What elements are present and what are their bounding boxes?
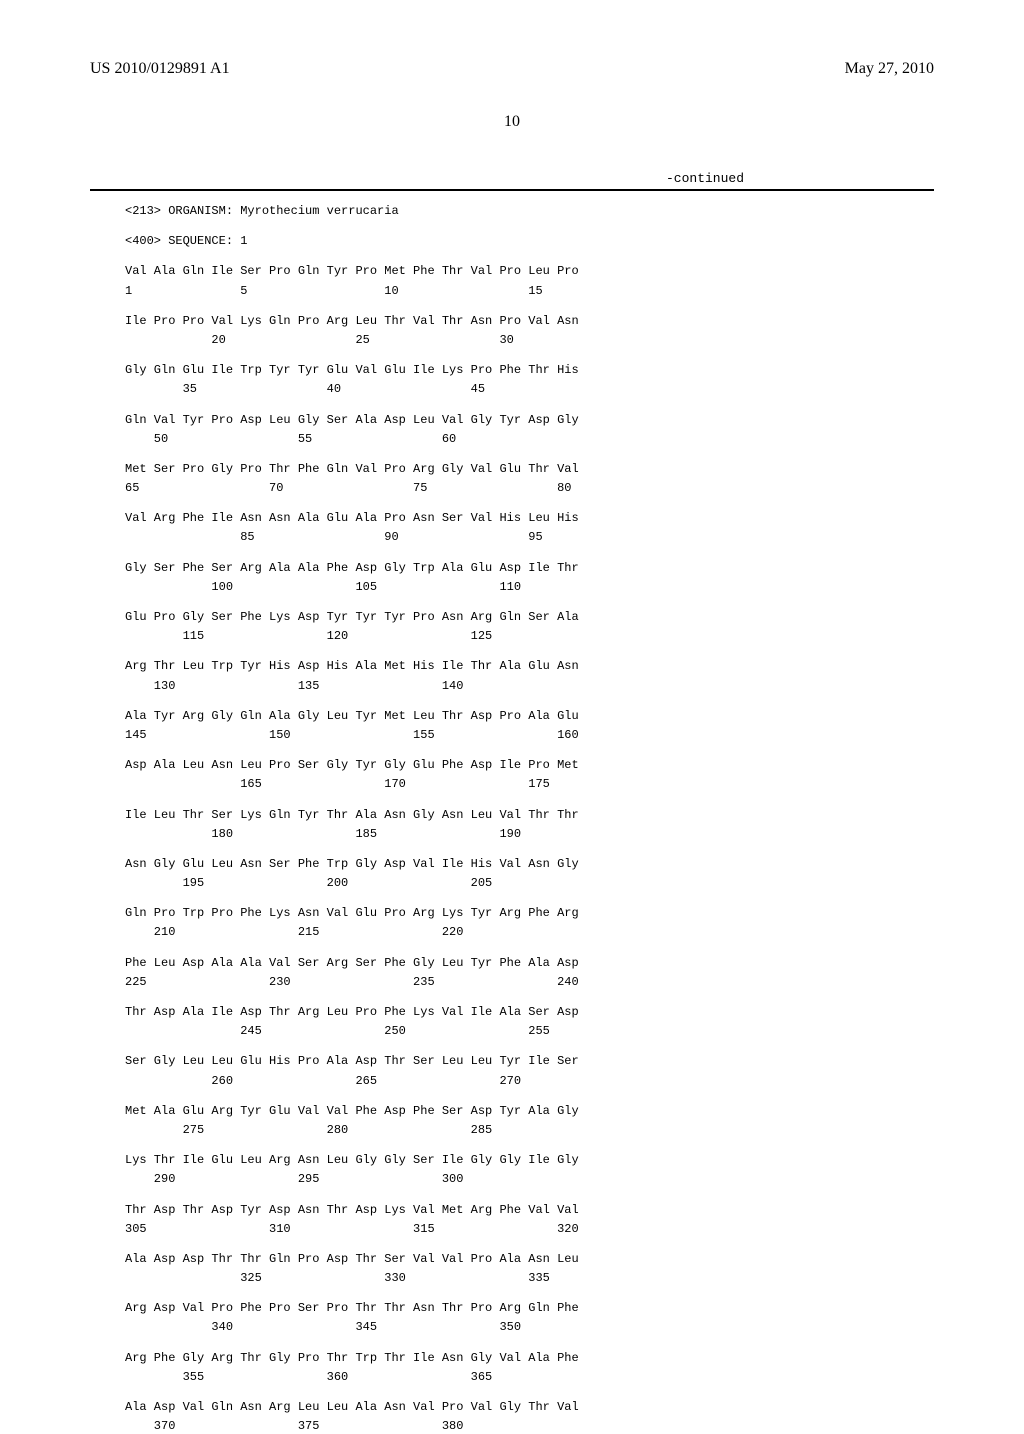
position-number-row: 340 345 350	[125, 1319, 1024, 1335]
amino-acid-row: Gly Gln Glu Ile Trp Tyr Tyr Glu Val Glu …	[125, 362, 1024, 378]
amino-acid-row: Ser Gly Leu Leu Glu His Pro Ala Asp Thr …	[125, 1053, 1024, 1069]
amino-acid-row: Ala Asp Asp Thr Thr Gln Pro Asp Thr Ser …	[125, 1251, 1024, 1267]
amino-acid-row: Val Ala Gln Ile Ser Pro Gln Tyr Pro Met …	[125, 263, 1024, 279]
publication-number: US 2010/0129891 A1	[90, 60, 230, 78]
amino-acid-row: Arg Thr Leu Trp Tyr His Asp His Ala Met …	[125, 658, 1024, 674]
position-number-row: 50 55 60	[125, 431, 1024, 447]
position-number-row: 145 150 155 160	[125, 727, 1024, 743]
amino-acid-row: Thr Asp Thr Asp Tyr Asp Asn Thr Asp Lys …	[125, 1202, 1024, 1218]
position-number-row: 35 40 45	[125, 381, 1024, 397]
amino-acid-row: Phe Leu Asp Ala Ala Val Ser Arg Ser Phe …	[125, 955, 1024, 971]
position-number-row: 210 215 220	[125, 924, 1024, 940]
amino-acid-row: Ala Asp Val Gln Asn Arg Leu Leu Ala Asn …	[125, 1399, 1024, 1415]
position-number-row: 115 120 125	[125, 628, 1024, 644]
position-number-row: 85 90 95	[125, 529, 1024, 545]
page-number-value: 10	[504, 113, 520, 130]
position-number-row: 305 310 315 320	[125, 1221, 1024, 1237]
amino-acid-row: Asp Ala Leu Asn Leu Pro Ser Gly Tyr Gly …	[125, 757, 1024, 773]
position-number-row: 165 170 175	[125, 776, 1024, 792]
amino-acid-row: Gln Pro Trp Pro Phe Lys Asn Val Glu Pro …	[125, 905, 1024, 921]
position-number-row: 1 5 10 15	[125, 283, 1024, 299]
position-number-row: 130 135 140	[125, 678, 1024, 694]
position-number-row: 225 230 235 240	[125, 974, 1024, 990]
position-number-row: 245 250 255	[125, 1023, 1024, 1039]
position-number-row: 325 330 335	[125, 1270, 1024, 1286]
position-number-row: 20 25 30	[125, 332, 1024, 348]
sequence-listing: <213> ORGANISM: Myrothecium verrucaria <…	[0, 203, 1024, 1434]
position-number-row: 260 265 270	[125, 1073, 1024, 1089]
amino-acid-row: Gly Ser Phe Ser Arg Ala Ala Phe Asp Gly …	[125, 560, 1024, 576]
amino-acid-row: Arg Phe Gly Arg Thr Gly Pro Thr Trp Thr …	[125, 1350, 1024, 1366]
amino-acid-row: Arg Asp Val Pro Phe Pro Ser Pro Thr Thr …	[125, 1300, 1024, 1316]
page-header: US 2010/0129891 A1 May 27, 2010	[0, 0, 1024, 83]
amino-acid-row: Val Arg Phe Ile Asn Asn Ala Glu Ala Pro …	[125, 510, 1024, 526]
amino-acid-row: Met Ala Glu Arg Tyr Glu Val Val Phe Asp …	[125, 1103, 1024, 1119]
organism-line: <213> ORGANISM: Myrothecium verrucaria	[125, 203, 1024, 219]
amino-acid-row: Gln Val Tyr Pro Asp Leu Gly Ser Ala Asp …	[125, 412, 1024, 428]
amino-acid-row: Lys Thr Ile Glu Leu Arg Asn Leu Gly Gly …	[125, 1152, 1024, 1168]
position-number-row: 65 70 75 80	[125, 480, 1024, 496]
sequence-id-line: <400> SEQUENCE: 1	[125, 233, 1024, 249]
position-number-row: 290 295 300	[125, 1171, 1024, 1187]
continued-label: -continued	[0, 171, 1024, 186]
amino-acid-row: Ile Leu Thr Ser Lys Gln Tyr Thr Ala Asn …	[125, 807, 1024, 823]
amino-acid-row: Met Ser Pro Gly Pro Thr Phe Gln Val Pro …	[125, 461, 1024, 477]
amino-acid-row: Glu Pro Gly Ser Phe Lys Asp Tyr Tyr Tyr …	[125, 609, 1024, 625]
position-number-row: 100 105 110	[125, 579, 1024, 595]
amino-acid-row: Ala Tyr Arg Gly Gln Ala Gly Leu Tyr Met …	[125, 708, 1024, 724]
amino-acid-row: Asn Gly Glu Leu Asn Ser Phe Trp Gly Asp …	[125, 856, 1024, 872]
position-number-row: 195 200 205	[125, 875, 1024, 891]
amino-acid-row: Ile Pro Pro Val Lys Gln Pro Arg Leu Thr …	[125, 313, 1024, 329]
position-number-row: 180 185 190	[125, 826, 1024, 842]
section-divider	[90, 189, 934, 191]
publication-date: May 27, 2010	[845, 60, 934, 78]
amino-acid-row: Thr Asp Ala Ile Asp Thr Arg Leu Pro Phe …	[125, 1004, 1024, 1020]
position-number-row: 370 375 380	[125, 1418, 1024, 1434]
position-number-row: 355 360 365	[125, 1369, 1024, 1385]
position-number-row: 275 280 285	[125, 1122, 1024, 1138]
sequence-rows-container: Val Ala Gln Ile Ser Pro Gln Tyr Pro Met …	[125, 263, 1024, 1434]
page-number: 10	[0, 113, 1024, 131]
